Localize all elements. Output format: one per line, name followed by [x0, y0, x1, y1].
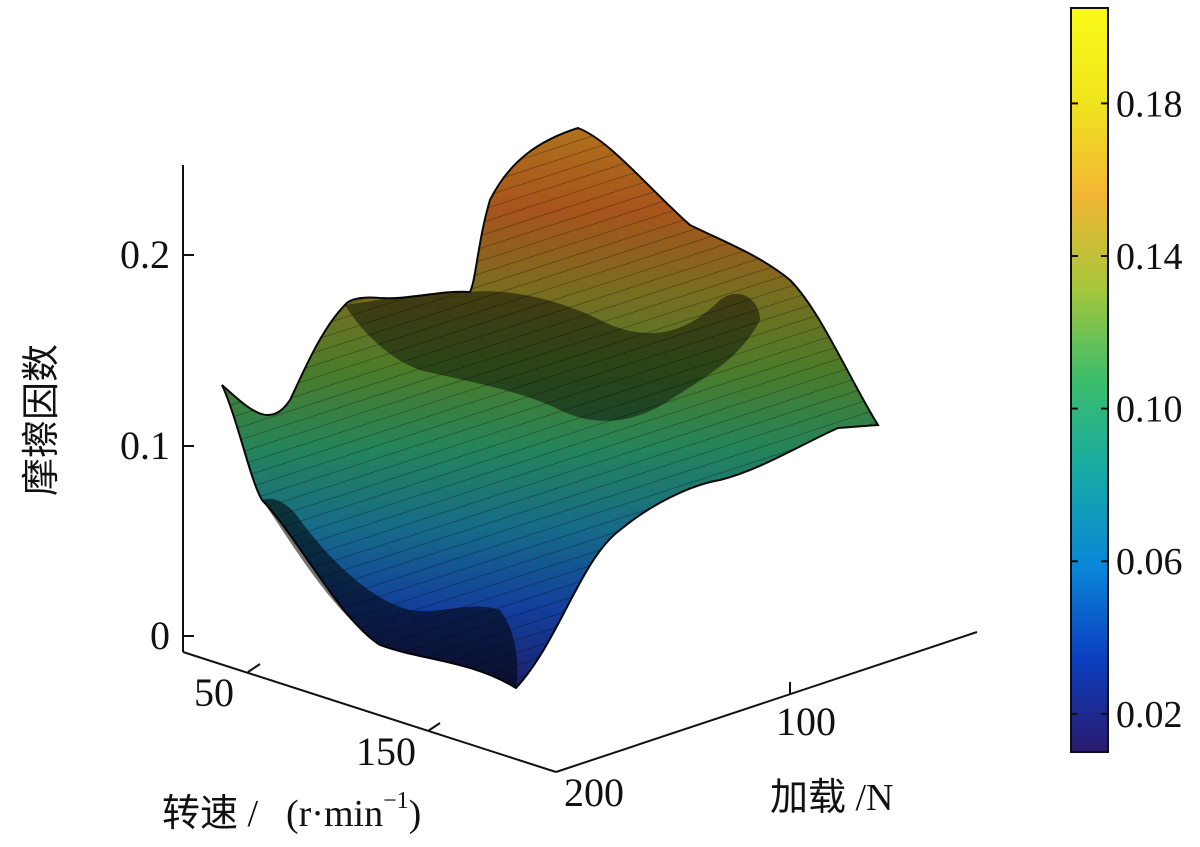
y-tick-label: 200	[564, 770, 624, 815]
z-tick-labels: 0.2 0.1 0	[120, 232, 170, 658]
x-tick-label: 50	[194, 670, 234, 715]
x-axis-title-unit: (r·min−1)	[286, 788, 421, 835]
z-axis-title: 摩擦因数	[21, 344, 63, 496]
z-tick-label: 0.1	[120, 423, 170, 468]
x-axis-unit-close: )	[409, 793, 422, 835]
y-axis-title: 加载 /N	[770, 777, 894, 819]
y-axis-line	[555, 631, 978, 773]
z-tick-label: 0	[150, 613, 170, 658]
x-tick-mark	[247, 663, 261, 673]
x-axis-title-text: 转速 /	[162, 793, 259, 835]
z-tick-label: 0.2	[120, 232, 170, 277]
colorbar: 0.02 0.06 0.10 0.14 0.18	[1070, 7, 1183, 753]
colorbar-gradient	[1070, 7, 1109, 753]
x-tick-labels: 50 150	[194, 670, 416, 774]
surface	[221, 126, 880, 690]
x-axis-unit-main: (r·min	[286, 793, 383, 835]
surface-ridge-shadow	[345, 291, 760, 421]
x-axis-line	[182, 651, 557, 773]
colorbar-tick-label: 0.18	[1116, 83, 1183, 125]
axes	[182, 165, 978, 773]
x-axis-unit-exp: −1	[383, 788, 409, 814]
colorbar-tick-label: 0.10	[1116, 389, 1183, 431]
x-tick-label: 150	[356, 729, 416, 774]
colorbar-tick-label: 0.06	[1116, 541, 1183, 583]
y-tick-label: 100	[776, 699, 836, 744]
colorbar-ticks: 0.02 0.06 0.10 0.14 0.18	[1071, 83, 1183, 736]
surface-mesh	[222, 128, 878, 688]
y-tick-labels: 100 200	[564, 699, 836, 815]
surface-valley-shadow	[262, 498, 518, 688]
colorbar-tick-label: 0.02	[1116, 694, 1183, 736]
colorbar-tick-label: 0.14	[1116, 236, 1183, 278]
x-axis-title: 转速 / (r·min−1)	[162, 788, 421, 835]
x-tick-mark	[427, 722, 441, 732]
